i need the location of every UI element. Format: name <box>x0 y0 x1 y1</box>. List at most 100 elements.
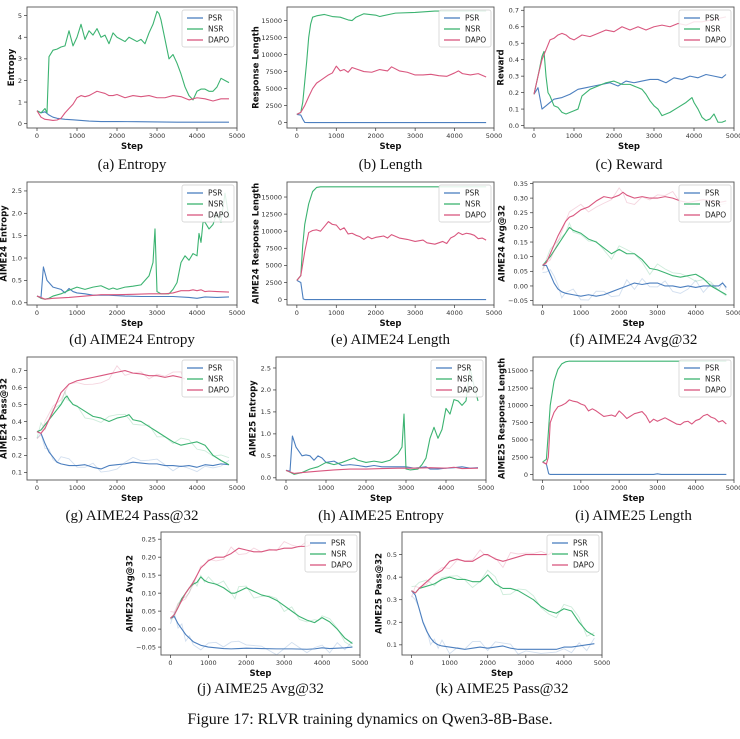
legend-label: NSR <box>705 25 721 34</box>
legend-label: DAPO <box>208 211 229 220</box>
x-tick-label: 5000 <box>229 132 246 140</box>
y-tick-label: 2500 <box>265 279 282 287</box>
legend-label: NSR <box>573 550 589 559</box>
series-shadow-nsr <box>542 221 727 297</box>
y-tick-label: 0 <box>18 120 22 128</box>
y-tick-label: 2.5 <box>261 364 271 372</box>
subplot-caption-j: (j) AIME25 Avg@32 <box>197 681 324 697</box>
legend: PSR NSR DAPO <box>678 359 732 398</box>
subplot-h: 0 1000 2000 3000 4000 5000 0.0 0.5 1.0 1.5 2.0 2.5 S… <box>226 355 494 510</box>
y-tick-label: 15000 <box>261 193 282 201</box>
x-tick-label: 1000 <box>200 659 217 667</box>
x-tick-label: 0 <box>541 309 545 317</box>
y-tick-label: 0.2 <box>509 89 519 97</box>
x-tick-label: 4000 <box>438 484 455 492</box>
series-shadow-psr <box>170 611 353 655</box>
legend-label: NSR <box>208 375 224 384</box>
y-tick-label: 0.25 <box>514 209 528 217</box>
series-line-dapo <box>296 221 487 281</box>
legend-label: PSR <box>208 14 223 23</box>
x-axis-label: Step <box>121 142 143 152</box>
y-tick-label: 0.0 <box>261 474 271 482</box>
y-tick-label: 0.7 <box>12 367 22 375</box>
series-line-psr <box>411 590 595 650</box>
legend-label: NSR <box>208 25 224 34</box>
figure-caption: Figure 17: RLVR training dynamics on Qwe… <box>187 711 553 728</box>
y-axis-label: AIME24 Entropy <box>0 205 9 282</box>
x-tick-label: 5000 <box>726 132 740 140</box>
legend-label: NSR <box>457 375 473 384</box>
x-axis-label: Step <box>622 494 644 504</box>
series-line-nsr <box>285 367 479 475</box>
x-tick-label: 3000 <box>518 659 535 667</box>
series-line-psr <box>170 615 353 650</box>
series-line-nsr <box>533 50 727 123</box>
chart-e: 0 1000 2000 3000 4000 5000 0 2500 5000 7500 10000 1… <box>252 181 502 329</box>
y-tick-label: 5 <box>18 12 22 20</box>
y-tick-label: 0.4 <box>387 573 397 581</box>
legend-label: NSR <box>705 375 721 384</box>
y-tick-label: 2.5 <box>12 187 22 195</box>
legend-label: PSR <box>331 539 346 548</box>
x-tick-label: 3000 <box>649 484 666 492</box>
y-tick-label: 10000 <box>507 402 528 410</box>
series-line-nsr <box>296 186 487 281</box>
subplot-caption-e: (e) AIME24 Length <box>330 332 451 348</box>
y-tick-label: 0.35 <box>514 180 528 188</box>
legend-label: PSR <box>208 189 223 198</box>
x-tick-label: 1000 <box>441 659 458 667</box>
series-line-psr <box>296 113 487 124</box>
legend-label: DAPO <box>457 386 478 395</box>
subplot-d: 0 1000 2000 3000 4000 5000 0.0 0.5 1.0 1.5 2.0 2.5 S… <box>0 180 245 335</box>
x-tick-label: 5000 <box>229 484 246 492</box>
x-tick-label: 3000 <box>646 132 663 140</box>
series-shadow-psr <box>36 432 230 473</box>
x-tick-label: 5000 <box>478 484 495 492</box>
x-tick-label: 5000 <box>726 484 740 492</box>
subplot-e: 0 1000 2000 3000 4000 5000 0 2500 5000 7500 10000 1… <box>237 180 502 335</box>
x-axis-label: Step <box>379 319 401 329</box>
legend: PSR NSR DAPO <box>438 9 492 48</box>
x-axis-label: Step <box>249 669 271 679</box>
chart-d: 0 1000 2000 3000 4000 5000 0.0 0.5 1.0 1.5 2.0 2.5 S… <box>0 181 245 329</box>
chart-h: 0 1000 2000 3000 4000 5000 0.0 0.5 1.0 1.5 2.0 2.5 S… <box>248 356 494 504</box>
y-tick-label: 0.1 <box>387 641 397 649</box>
y-tick-label: −0.05 <box>136 643 156 651</box>
y-tick-label: 0.5 <box>509 40 519 48</box>
x-tick-label: 5000 <box>726 309 740 317</box>
y-tick-label: 1.0 <box>12 254 22 262</box>
legend-label: PSR <box>705 189 720 198</box>
x-tick-label: 0 <box>284 484 288 492</box>
series-line-nsr <box>542 226 727 296</box>
y-tick-label: 5000 <box>265 262 282 270</box>
x-tick-label: 2000 <box>109 132 126 140</box>
y-tick-label: 0.4 <box>509 56 519 64</box>
y-axis-label: AIME24 Pass@32 <box>0 378 9 459</box>
subplot-caption-g: (g) AIME24 Pass@32 <box>65 508 199 524</box>
subplot-a: 0 1000 2000 3000 4000 5000 0 1 2 3 4 5 Step Entropy PS… <box>0 5 245 158</box>
subplot-caption-a: (a) Entropy <box>97 157 167 173</box>
y-tick-label: 0.10 <box>514 253 528 261</box>
x-tick-label: 4000 <box>686 132 703 140</box>
y-tick-label: 0.00 <box>514 282 528 290</box>
y-tick-label: 5000 <box>265 85 282 93</box>
x-tick-label: 1000 <box>69 309 86 317</box>
legend: PSR NSR DAPO <box>181 359 235 398</box>
y-tick-label: 3 <box>18 55 22 63</box>
y-axis-label: AIME25 Response Length <box>498 358 508 479</box>
subplot-caption-d: (d) AIME24 Entropy <box>69 332 195 348</box>
x-tick-label: 5000 <box>486 309 503 317</box>
series-shadow-nsr <box>36 389 230 459</box>
legend: PSR NSR DAPO <box>678 184 732 223</box>
x-tick-label: 0 <box>409 659 413 667</box>
y-axis-label: AIME25 Entropy <box>248 380 258 457</box>
subplot-f: 0 1000 2000 3000 4000 5000 −0.05 0.00 0.05 0.10 0.… <box>483 180 740 335</box>
series-line-dapo <box>36 289 230 300</box>
legend: PSR NSR DAPO <box>304 534 358 573</box>
series-line-psr <box>285 435 479 472</box>
y-tick-label: 15000 <box>507 367 528 375</box>
legend-label: PSR <box>465 14 480 23</box>
x-tick-label: 3000 <box>407 309 424 317</box>
x-tick-label: 5000 <box>229 309 246 317</box>
chart-c: 0 1000 2000 3000 4000 5000 0.0 0.1 0.2 0.3 0.4 0.5 0… <box>496 6 740 152</box>
